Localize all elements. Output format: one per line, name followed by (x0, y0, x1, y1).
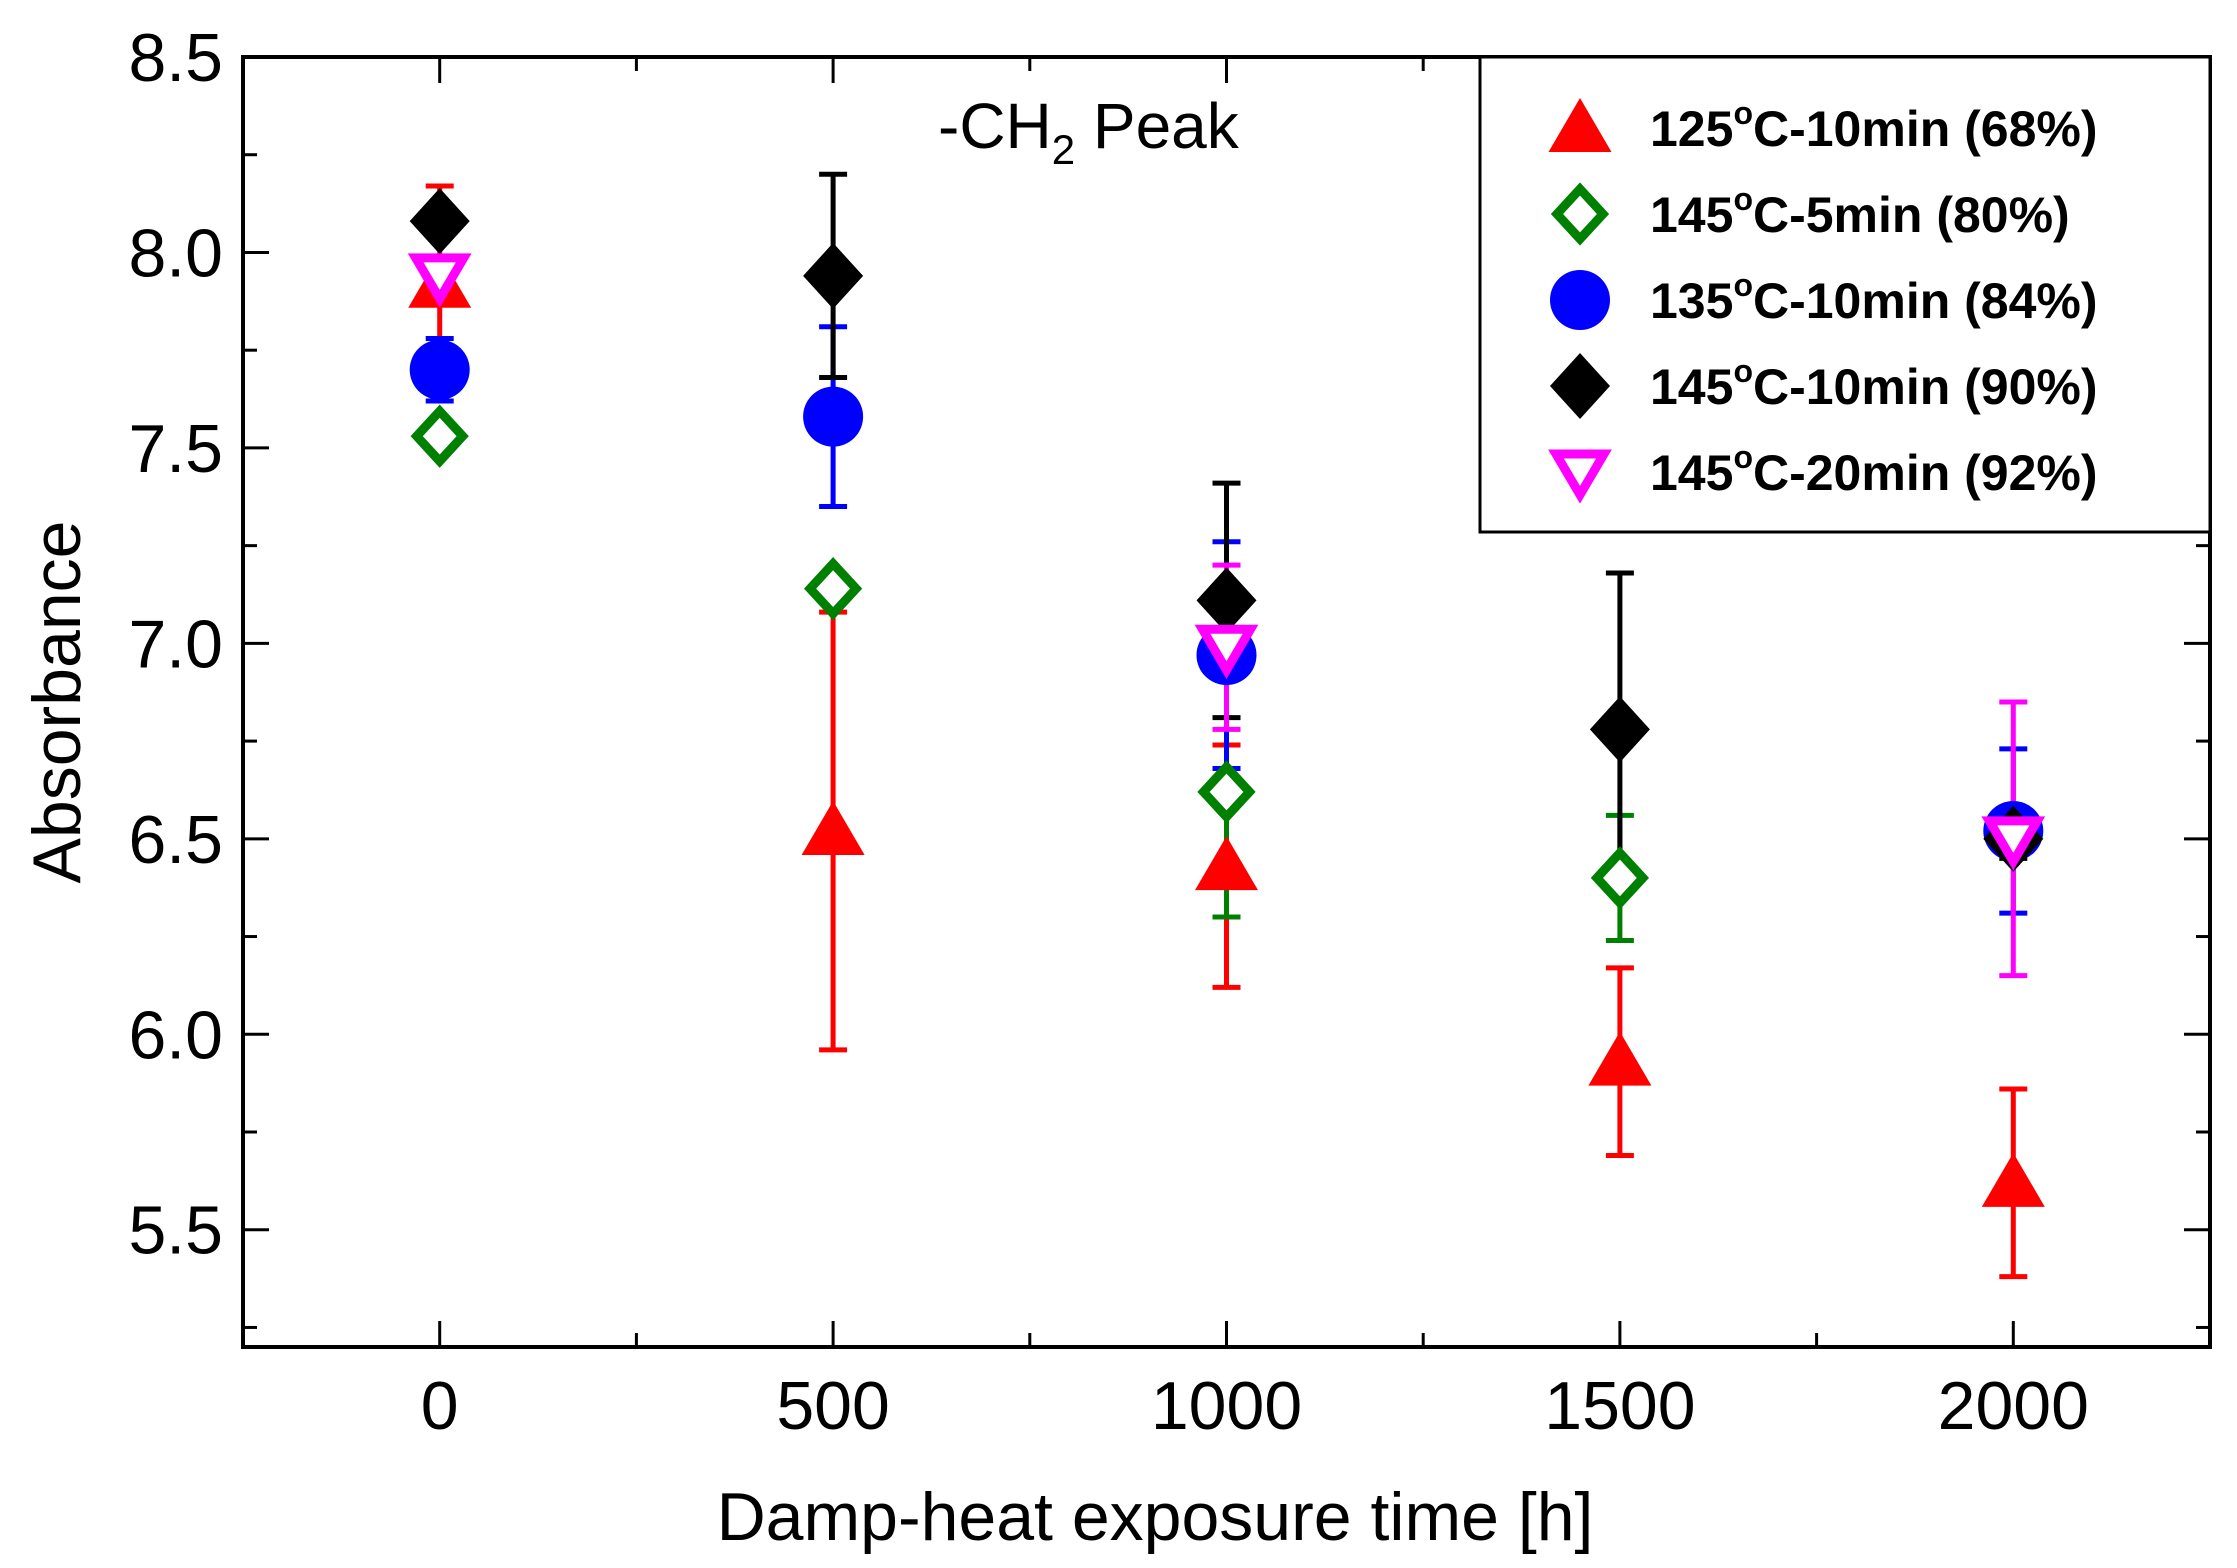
legend-marker (1550, 182, 1610, 246)
data-point (410, 404, 469, 468)
legend-label: 145oC-5min (80%) (1650, 181, 2070, 243)
y-tick-label: 6.0 (128, 997, 223, 1073)
x-tick-label: 1500 (1544, 1368, 1695, 1444)
data-point (409, 188, 470, 255)
legend-label-number: 125 (1650, 101, 1733, 157)
y-tick-label: 7.0 (128, 606, 223, 682)
legend-label: 145oC-10min (90%) (1650, 353, 2098, 415)
y-axis-title: Absorbance (19, 521, 95, 884)
legend-label-degree: o (1733, 267, 1753, 303)
ticks-layer: 0 500 1000 1500 2000 5.5 6.0 6.5 7.0 7.5 8.0 8.5 (128, 20, 2210, 1444)
legend-label: 145oC-20min (92%) (1650, 439, 2098, 501)
legend-label-rest: C-10min (68%) (1753, 101, 2098, 157)
data-point (803, 242, 864, 309)
y-tick-label: 8.5 (128, 20, 223, 96)
legend-label: 135oC-10min (84%) (1650, 267, 2098, 329)
legend-label-number: 145 (1650, 187, 1733, 243)
x-axis-title: Damp-heat exposure time [h] (717, 1479, 1594, 1555)
data-point (1589, 696, 1650, 763)
ch2-peak-annotation: -CH2 Peak (938, 90, 1240, 173)
legend-label-number: 145 (1650, 445, 1733, 501)
legend-label-number: 145 (1650, 359, 1733, 415)
legend-entries: 125oC-10min (68%)145oC-5min (80%)135oC-1… (1548, 95, 2098, 504)
data-point (1197, 760, 1256, 824)
x-tick-label: 0 (421, 1368, 459, 1444)
data-point (1981, 1152, 2045, 1207)
legend-label-degree: o (1733, 95, 1753, 131)
legend-label-degree: o (1733, 353, 1753, 389)
data-point (407, 253, 472, 308)
legend-marker (1548, 98, 1612, 152)
legend: 125oC-10min (68%)145oC-5min (80%)135oC-1… (1478, 55, 2212, 534)
legend-marker (1548, 449, 1612, 504)
data-point (803, 386, 864, 447)
data-point (1195, 836, 1258, 891)
legend-marker (1550, 270, 1610, 330)
y-tick-label: 7.5 (128, 411, 223, 487)
data-point (1194, 624, 1259, 679)
data-point (1196, 567, 1257, 634)
legend-label-degree: o (1733, 439, 1753, 475)
annotation-suffix: Peak (1075, 90, 1240, 162)
annotation-subscript: 2 (1052, 126, 1075, 173)
legend-label-rest: C-10min (90%) (1753, 359, 2098, 415)
y-tick-label: 6.5 (128, 802, 223, 878)
x-tick-label: 1000 (1151, 1368, 1302, 1444)
plot-layer (407, 171, 2046, 1280)
data-point (1590, 846, 1650, 910)
data-point (409, 339, 470, 400)
y-tick-label: 8.0 (128, 215, 223, 291)
legend-marker (1550, 353, 1610, 419)
data-point (1588, 1031, 1652, 1086)
x-tick-label: 2000 (1938, 1368, 2089, 1444)
legend-label-degree: o (1733, 181, 1753, 217)
legend-label-rest: C-20min (92%) (1753, 445, 2098, 501)
y-tick-label: 5.5 (128, 1193, 223, 1269)
legend-label-number: 135 (1650, 273, 1733, 329)
x-tick-label: 500 (776, 1368, 889, 1444)
markers-group (407, 188, 2046, 1207)
data-point (1981, 816, 2046, 871)
legend-label-rest: C-5min (80%) (1753, 187, 2070, 243)
legend-label-rest: C-10min (84%) (1753, 273, 2098, 329)
data-point (801, 801, 865, 855)
annotation-prefix: -CH (938, 90, 1052, 162)
legend-label: 125oC-10min (68%) (1650, 95, 2098, 157)
data-point (803, 556, 863, 621)
